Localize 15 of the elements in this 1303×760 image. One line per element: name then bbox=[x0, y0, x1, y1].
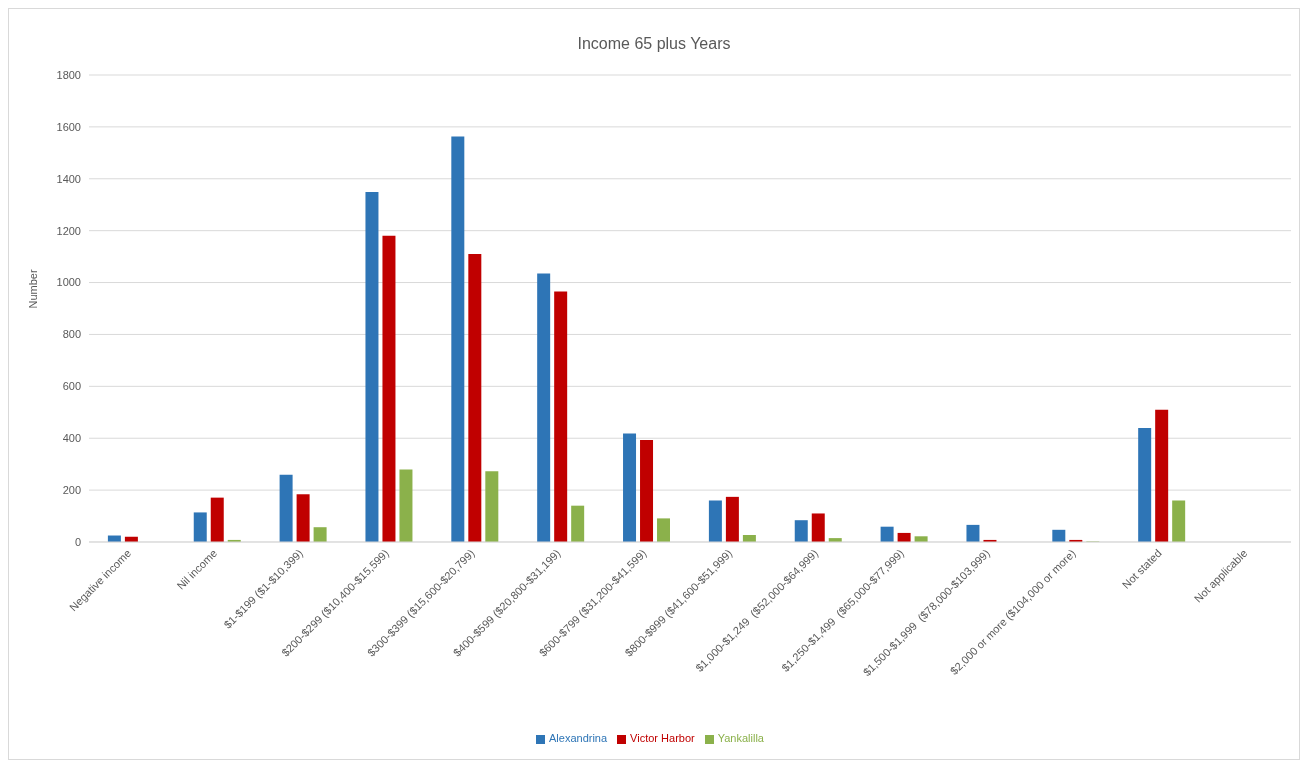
y-tick-label: 1200 bbox=[56, 224, 81, 237]
legend-label: Victor Harbor bbox=[630, 732, 695, 744]
y-tick-label: 200 bbox=[62, 484, 81, 497]
legend-label: Yankalilla bbox=[717, 732, 764, 744]
y-tick-label: 600 bbox=[62, 380, 81, 393]
y-tick-label: 800 bbox=[62, 328, 81, 341]
y-tick-label: 1800 bbox=[56, 68, 81, 81]
chart-title: Income 65 plus Years bbox=[576, 35, 732, 53]
y-tick-label: 400 bbox=[62, 432, 81, 445]
y-axis-title: Number bbox=[26, 269, 39, 309]
y-tick-label: 1000 bbox=[56, 276, 81, 289]
y-tick-label: 1600 bbox=[56, 120, 81, 133]
y-tick-label: 0 bbox=[74, 535, 81, 548]
y-tick-label: 1400 bbox=[56, 172, 81, 185]
legend-label: Alexandrina bbox=[549, 732, 608, 744]
